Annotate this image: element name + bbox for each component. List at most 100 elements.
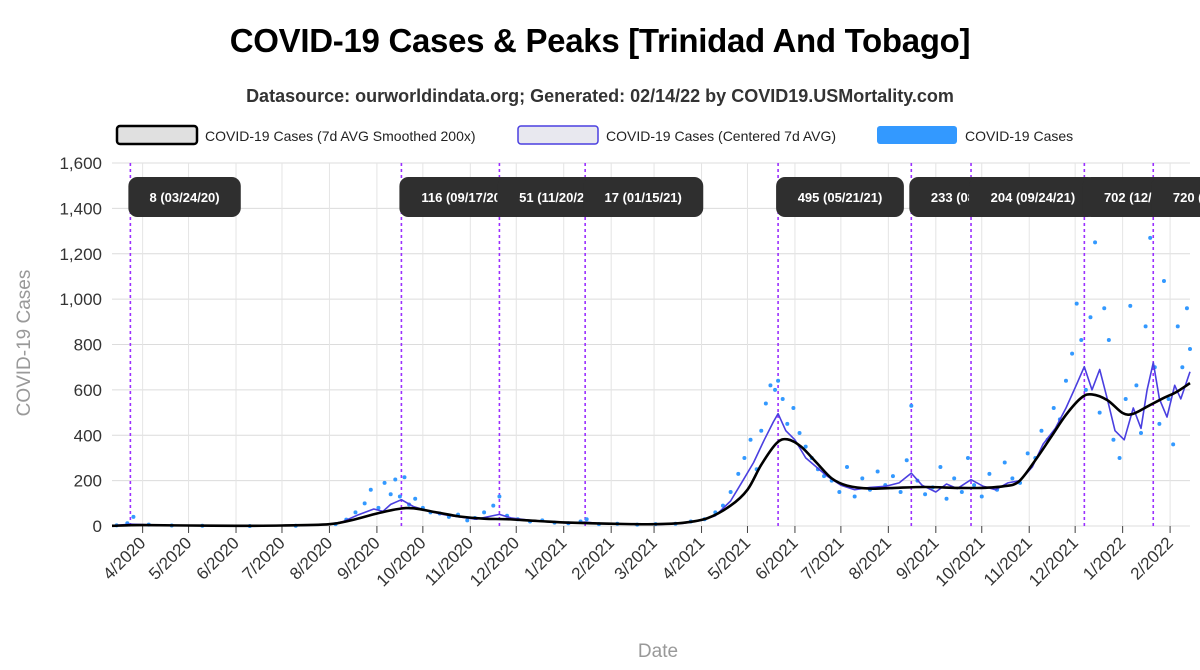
case-point [797, 430, 802, 435]
legend-swatch-3 [877, 126, 957, 144]
case-point [890, 474, 895, 479]
x-tick-label: 2/2021 [568, 533, 618, 583]
peak-label-box [969, 177, 1097, 217]
case-point [1161, 278, 1166, 283]
case-point [959, 489, 964, 494]
case-point [482, 510, 487, 515]
case-point [1111, 437, 1116, 442]
peak-label: 204 (09/24/21) [969, 177, 1097, 217]
case-point [759, 428, 764, 433]
grid-lines [112, 162, 1190, 532]
x-tick-label: 7/2021 [797, 533, 847, 583]
y-tick-label: 400 [74, 426, 102, 445]
case-point [397, 494, 402, 499]
legend-label-3: COVID-19 Cases [965, 128, 1073, 144]
case-point [845, 465, 849, 470]
series-lines [111, 361, 1191, 528]
case-point [1051, 406, 1056, 411]
case-point [1157, 421, 1162, 426]
case-point [1063, 378, 1068, 383]
x-axis: 4/20205/20206/20207/20208/20209/202010/2… [99, 526, 1177, 590]
case-point [909, 403, 914, 408]
case-point [860, 476, 865, 481]
case-point [923, 492, 928, 497]
case-point [497, 494, 502, 499]
case-point [763, 401, 768, 406]
case-point [837, 489, 842, 494]
case-point [987, 471, 992, 476]
case-point [1102, 306, 1107, 311]
case-point [1143, 324, 1148, 329]
peak-label-text: 204 (09/24/21) [991, 190, 1076, 205]
x-tick-label: 11/2021 [980, 533, 1036, 589]
y-tick-label: 1,400 [59, 199, 102, 218]
case-point [803, 444, 808, 449]
case-point [875, 469, 880, 474]
x-tick-label: 11/2020 [421, 533, 477, 589]
case-point [768, 383, 773, 388]
case-point [1123, 396, 1128, 401]
legend-swatch-1 [115, 124, 199, 146]
case-point [742, 455, 747, 460]
x-tick-label: 6/2021 [752, 533, 802, 583]
legend: COVID-19 Cases (7d AVG Smoothed 200x) COV… [115, 124, 1073, 146]
legend-swatch-2 [517, 125, 599, 145]
case-point [353, 510, 358, 515]
y-axis: 0 200 400 600 800 1,000 1,200 1,400 1,600 [59, 154, 102, 536]
x-tick-label: 8/2021 [845, 533, 895, 583]
case-point [1180, 365, 1185, 370]
peak-label: 495 (05/21/21) [776, 177, 904, 217]
case-point [938, 465, 943, 470]
y-tick-label: 1,200 [59, 245, 102, 264]
centered-avg-line [111, 361, 1191, 527]
x-tick-label: 3/2021 [611, 533, 661, 583]
x-tick-label: 1/2022 [1079, 533, 1129, 583]
case-point [748, 437, 753, 442]
x-tick-label: 10/2020 [373, 533, 430, 590]
y-axis-title: COVID-19 Cases [14, 270, 35, 417]
case-point [1088, 315, 1093, 320]
x-tick-label: 2/2022 [1127, 533, 1177, 583]
peak-lines [129, 163, 1155, 526]
case-point [1171, 442, 1176, 447]
case-point [1097, 410, 1102, 415]
case-point [1148, 235, 1153, 240]
case-point [1070, 351, 1075, 356]
case-point [368, 487, 373, 492]
peak-label-box [776, 177, 904, 217]
case-point [1002, 460, 1007, 465]
legend-label-2: COVID-19 Cases (Centered 7d AVG) [606, 128, 836, 144]
case-point [773, 387, 778, 392]
x-tick-label: 12/2020 [466, 533, 523, 590]
case-point [362, 501, 367, 506]
chart-title: COVID-19 Cases & Peaks [Trinidad And Tob… [229, 22, 971, 59]
case-point [1039, 428, 1044, 433]
x-tick-label: 4/2020 [99, 533, 149, 583]
case-point [979, 494, 984, 499]
case-point [904, 458, 909, 463]
case-point [780, 396, 785, 401]
peak-label-text: 8 (03/24/20) [150, 190, 220, 205]
case-point [1074, 301, 1079, 306]
case-point [852, 494, 857, 499]
case-point [376, 505, 381, 510]
case-point [382, 480, 387, 485]
peak-label-text: 720 (01/21/22) [1173, 190, 1200, 205]
smoothed-avg-line [111, 382, 1191, 528]
case-point [131, 514, 136, 519]
case-point [1025, 451, 1030, 456]
x-tick-label: 12/2021 [1025, 533, 1082, 590]
peak-label-text: 17 (01/15/21) [605, 190, 682, 205]
legend-label-1: COVID-19 Cases (7d AVG Smoothed 200x) [205, 128, 476, 144]
y-tick-label: 800 [74, 336, 102, 355]
case-point [1188, 347, 1192, 352]
case-point [736, 471, 741, 476]
peak-label: 17 (01/15/21) [583, 177, 704, 217]
peak-label-box [128, 177, 241, 217]
x-tick-label: 6/2020 [193, 533, 243, 583]
case-point [972, 483, 977, 488]
case-point [491, 503, 496, 508]
cases-points [114, 235, 1192, 528]
case-point [1184, 306, 1189, 311]
peak-label-text: 495 (05/21/21) [798, 190, 883, 205]
